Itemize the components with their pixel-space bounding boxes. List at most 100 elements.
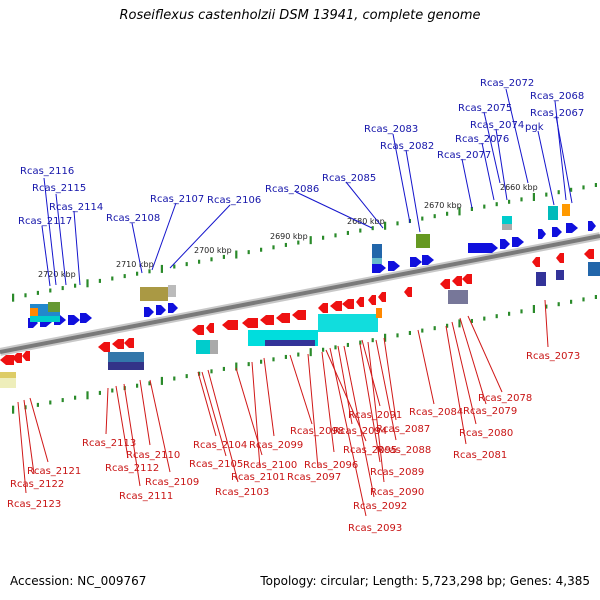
- gene-label-minus[interactable]: Rcas_2100: [243, 460, 297, 471]
- gene-arrow-plus[interactable]: [468, 243, 498, 253]
- gene-label-minus[interactable]: Rcas_2110: [126, 450, 180, 461]
- gene-label-minus[interactable]: Rcas_2090: [370, 487, 424, 498]
- gene-arrow-plus[interactable]: [144, 307, 154, 317]
- gene-arrow-minus[interactable]: [192, 325, 204, 335]
- gene-arrow-plus[interactable]: [410, 257, 422, 267]
- gene-label-minus[interactable]: Rcas_2123: [7, 499, 61, 510]
- gene-label-minus[interactable]: Rcas_2113: [82, 438, 136, 449]
- gene-arrow-plus[interactable]: [388, 261, 400, 271]
- gene-label-minus[interactable]: Rcas_2122: [10, 479, 64, 490]
- gene-arrow-plus[interactable]: [512, 237, 524, 247]
- gene-label-plus[interactable]: Rcas_2117: [18, 216, 72, 227]
- gene-label-minus[interactable]: Rcas_2091: [348, 410, 402, 421]
- gene-arrow-plus[interactable]: [422, 255, 434, 265]
- gene-label-plus[interactable]: Rcas_2085: [322, 173, 376, 184]
- ruler-tick: [247, 250, 250, 255]
- gene-label-plus[interactable]: pgk: [525, 122, 544, 133]
- gene-arrow-minus[interactable]: [222, 320, 238, 330]
- gene-arrow-plus[interactable]: [168, 303, 178, 313]
- gene-label-plus[interactable]: Rcas_2107: [150, 194, 204, 205]
- feature-block: [140, 287, 168, 301]
- gene-label-plus[interactable]: Rcas_2106: [207, 195, 261, 206]
- gene-arrow-minus[interactable]: [532, 257, 540, 267]
- leader-line: [345, 181, 384, 229]
- gene-arrow-minus[interactable]: [342, 299, 354, 309]
- gene-arrow-plus[interactable]: [156, 305, 166, 315]
- ruler-tick: [74, 283, 77, 288]
- gene-arrow-minus[interactable]: [440, 279, 450, 289]
- gene-label-plus[interactable]: Rcas_2072: [480, 78, 534, 89]
- gene-arrow-minus[interactable]: [206, 323, 214, 333]
- ruler-tick: [98, 390, 101, 395]
- gene-label-minus[interactable]: Rcas_2089: [370, 467, 424, 478]
- gene-label-minus[interactable]: Rcas_2112: [105, 463, 159, 474]
- gene-arrow-plus[interactable]: [68, 315, 80, 325]
- gene-arrow-plus[interactable]: [500, 239, 510, 249]
- gene-arrow-minus[interactable]: [356, 297, 364, 307]
- gene-arrow-minus[interactable]: [292, 310, 306, 320]
- gene-label-minus[interactable]: Rcas_2079: [463, 406, 517, 417]
- gene-arrow-minus[interactable]: [330, 301, 342, 311]
- gene-label-minus[interactable]: Rcas_2097: [287, 472, 341, 483]
- gene-arrow-minus[interactable]: [242, 318, 258, 328]
- gene-arrow-minus[interactable]: [584, 249, 594, 259]
- gene-label-plus[interactable]: Rcas_2068: [530, 91, 584, 102]
- gene-label-minus[interactable]: Rcas_2121: [27, 466, 81, 477]
- gene-arrow-minus[interactable]: [368, 295, 376, 305]
- gene-arrow-minus[interactable]: [260, 315, 274, 325]
- gene-arrow-minus[interactable]: [112, 339, 124, 349]
- gene-label-plus[interactable]: Rcas_2116: [20, 166, 74, 177]
- gene-label-minus[interactable]: Rcas_2098: [290, 426, 344, 437]
- gene-arrow-plus[interactable]: [588, 221, 596, 231]
- gene-arrow-minus[interactable]: [22, 351, 30, 361]
- gene-arrow-minus[interactable]: [404, 287, 412, 297]
- gene-arrow-minus[interactable]: [276, 313, 290, 323]
- gene-label-plus[interactable]: Rcas_2114: [49, 202, 103, 213]
- gene-label-minus[interactable]: Rcas_2103: [215, 487, 269, 498]
- gene-arrow-minus[interactable]: [12, 353, 22, 363]
- gene-label-plus[interactable]: Rcas_2077: [437, 150, 491, 161]
- gene-label-minus[interactable]: Rcas_2073: [526, 351, 580, 362]
- gene-label-minus[interactable]: Rcas_2080: [459, 428, 513, 439]
- gene-label-minus[interactable]: Rcas_2101: [231, 472, 285, 483]
- gene-label-minus[interactable]: Rcas_2109: [145, 477, 199, 488]
- gene-arrow-plus[interactable]: [372, 263, 386, 273]
- gene-arrow-minus[interactable]: [378, 292, 386, 302]
- gene-label-minus[interactable]: Rcas_2087: [376, 424, 430, 435]
- gene-label-minus[interactable]: Rcas_2081: [453, 450, 507, 461]
- gene-label-minus[interactable]: Rcas_2093: [348, 523, 402, 534]
- gene-label-minus[interactable]: Rcas_2105: [189, 459, 243, 470]
- gene-label-minus[interactable]: Rcas_2104: [193, 440, 247, 451]
- gene-label-plus[interactable]: Rcas_2083: [364, 124, 418, 135]
- gene-label-minus[interactable]: Rcas_2094: [333, 426, 387, 437]
- gene-arrow-minus[interactable]: [556, 253, 564, 263]
- gene-label-minus[interactable]: Rcas_2099: [249, 440, 303, 451]
- gene-arrow-plus[interactable]: [552, 227, 562, 237]
- gene-label-plus[interactable]: Rcas_2086: [265, 184, 319, 195]
- gene-label-plus[interactable]: Rcas_2108: [106, 213, 160, 224]
- gene-arrow-minus[interactable]: [318, 303, 328, 313]
- gene-arrow-plus[interactable]: [538, 229, 546, 239]
- gene-arrow-minus[interactable]: [124, 338, 134, 348]
- gene-label-minus[interactable]: Rcas_2095: [343, 445, 397, 456]
- gene-label-plus[interactable]: Rcas_2067: [530, 108, 584, 119]
- gene-arrow-minus[interactable]: [462, 274, 472, 284]
- gene-arrow-plus[interactable]: [566, 223, 578, 233]
- ruler-tick: [173, 264, 176, 269]
- gene-label-minus[interactable]: Rcas_2088: [377, 445, 431, 456]
- gene-label-minus[interactable]: Rcas_2096: [304, 460, 358, 471]
- gene-arrow-plus[interactable]: [80, 313, 92, 323]
- gene-label-minus[interactable]: Rcas_2092: [353, 501, 407, 512]
- gene-label-plus[interactable]: Rcas_2115: [32, 183, 86, 194]
- gene-label-minus[interactable]: Rcas_2084: [409, 407, 463, 418]
- gene-label-plus[interactable]: Rcas_2082: [380, 141, 434, 152]
- gene-label-minus[interactable]: Rcas_2078: [478, 393, 532, 404]
- ruler-tick: [111, 276, 114, 281]
- gene-arrow-minus[interactable]: [98, 342, 110, 352]
- gene-label-plus[interactable]: Rcas_2074: [470, 120, 524, 131]
- gene-arrow-minus[interactable]: [0, 355, 14, 365]
- gene-label-plus[interactable]: Rcas_2075: [458, 103, 512, 114]
- gene-label-plus[interactable]: Rcas_2076: [455, 134, 509, 145]
- gene-label-minus[interactable]: Rcas_2111: [119, 491, 173, 502]
- gene-arrow-minus[interactable]: [452, 276, 462, 286]
